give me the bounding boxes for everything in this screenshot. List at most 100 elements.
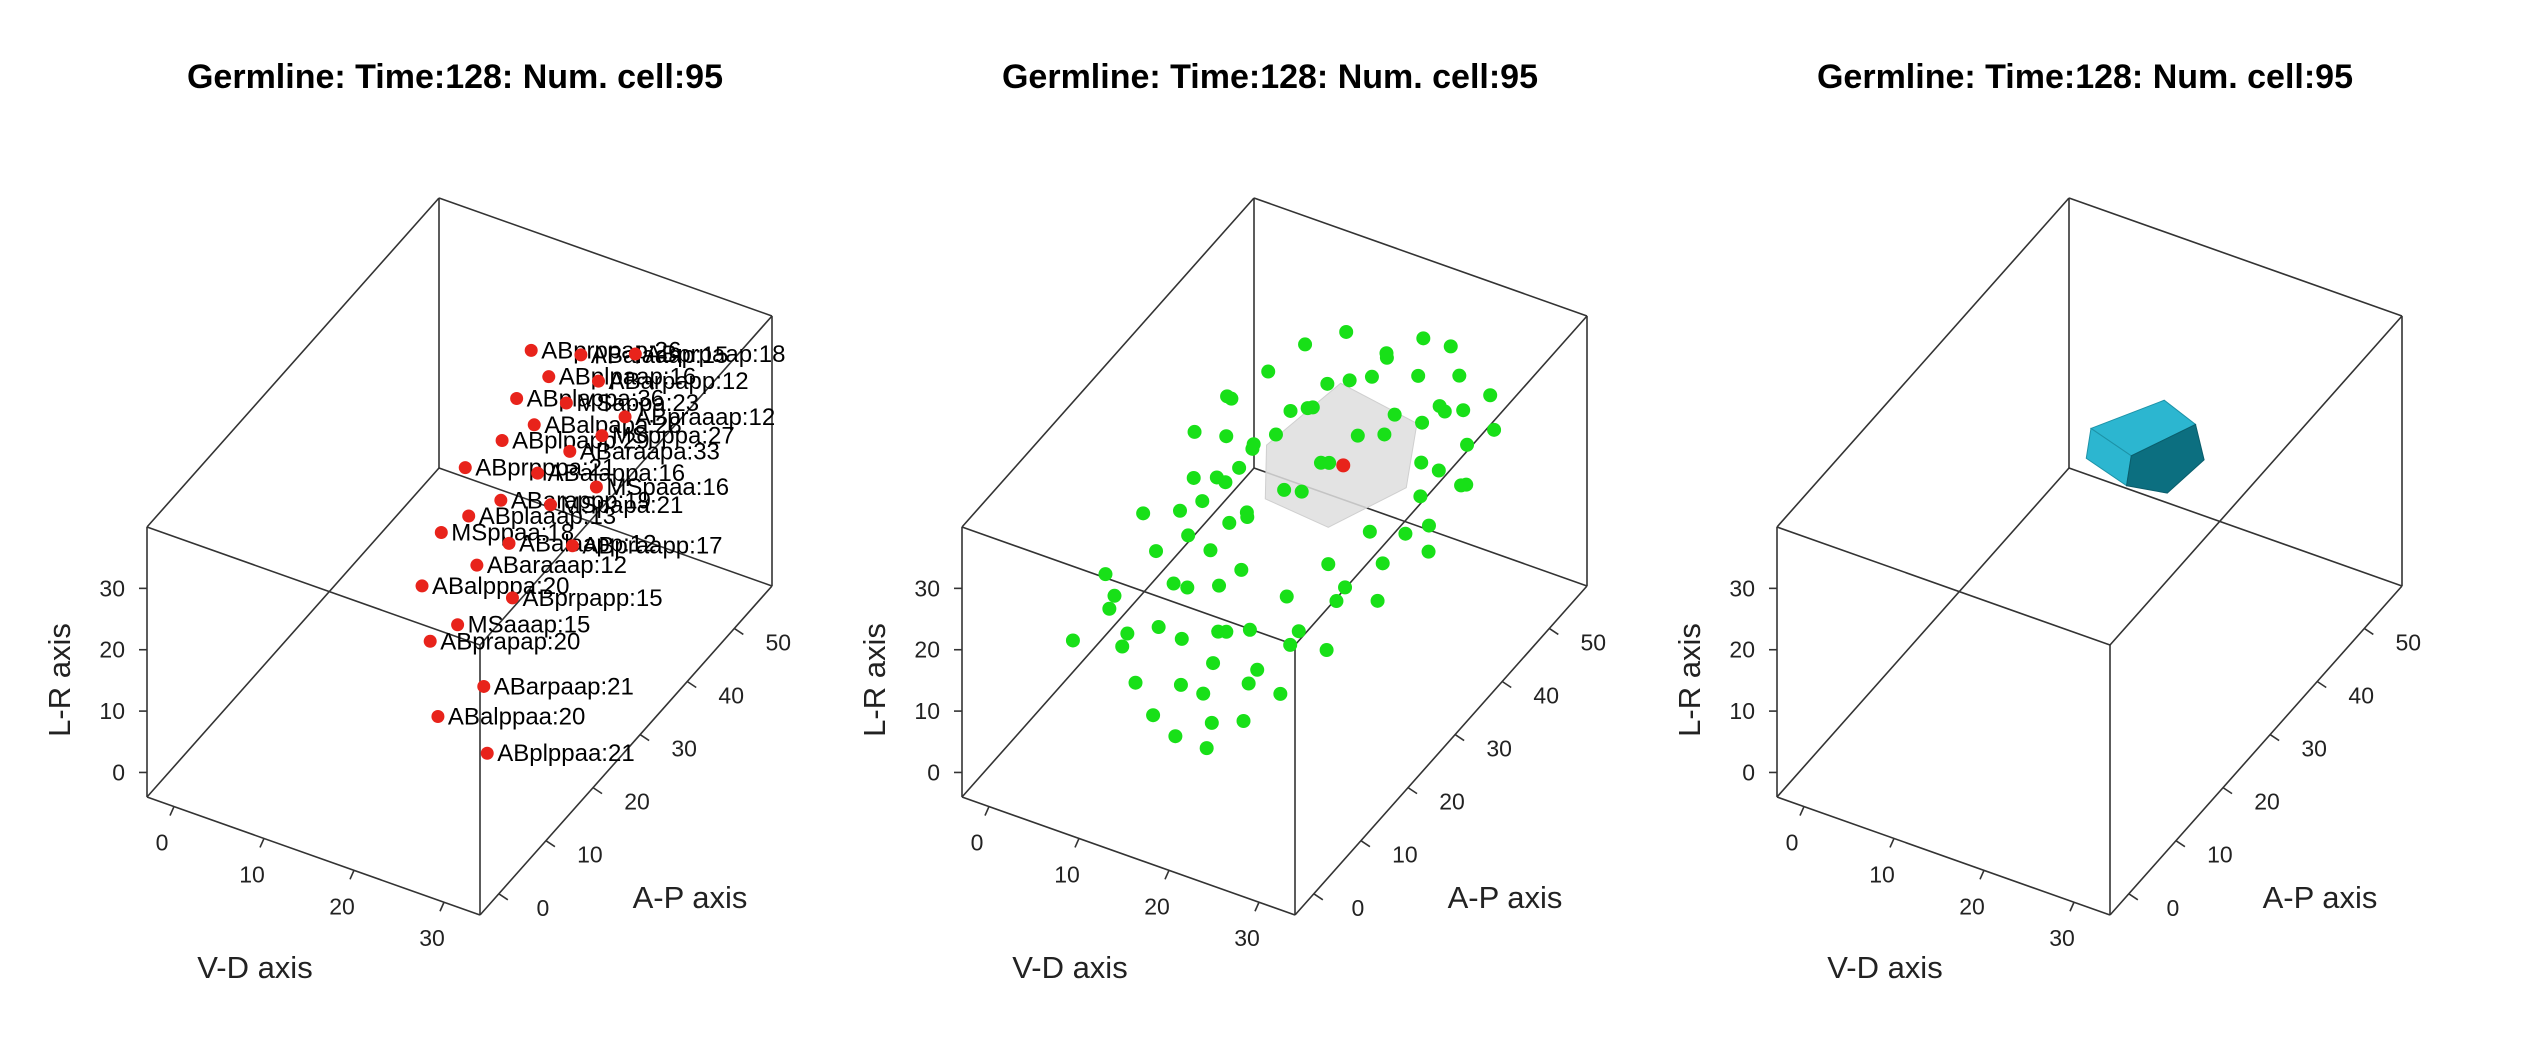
cell-label: MSappa:23: [576, 390, 699, 417]
y-axis-label: A-P axis: [2263, 880, 2378, 915]
cell-point: [574, 348, 588, 362]
panel-cell-shape: Germline: Time:128: Num. cell:95 0 10 20 30…: [1672, 58, 2421, 985]
box-edge: [479, 315, 773, 646]
cell-point: [1151, 620, 1166, 635]
box-edge: [2109, 585, 2403, 916]
z-tick-label: 0: [112, 759, 125, 785]
y-tick-mark: [733, 627, 744, 636]
y-tick-mark: [2175, 840, 2186, 848]
marks-layer: [1065, 324, 1502, 756]
cell-point: [595, 429, 609, 443]
axis-ticks: 0 10 20 30 0 10 20 30 40 50 0 10 20 30: [914, 575, 1606, 951]
x-tick-label: 10: [239, 861, 265, 887]
cell-label: ABplppaa:21: [497, 740, 634, 767]
axis-ticks: 0 10 20 30 0 10 20 30 40 50 0 10 20 30: [99, 575, 791, 951]
cell-point: [1220, 389, 1235, 404]
y-tick-label: 40: [2348, 683, 2374, 709]
y-tick-label: 50: [1581, 629, 1607, 655]
cell-point: [1319, 643, 1334, 658]
x-tick-mark: [1164, 870, 1170, 880]
cell-point: [1149, 544, 1164, 559]
cell-point: [1234, 562, 1249, 577]
cell-point: [1487, 422, 1502, 437]
cell-label: ABarpaap:21: [494, 673, 634, 700]
box-edge: [961, 197, 1255, 528]
cell-point: [1364, 369, 1379, 384]
x-tick-label: 30: [2049, 925, 2075, 951]
x-tick-mark: [1979, 870, 1985, 880]
box-edge: [2068, 467, 2403, 587]
cell-point: [542, 370, 556, 384]
cell-point: [1206, 656, 1221, 671]
cell-label: MSpapa:21: [561, 492, 684, 519]
box-edge: [1776, 796, 2111, 916]
panel-title: Germline: Time:128: Num. cell:95: [187, 58, 723, 96]
cell-point: [1338, 580, 1353, 595]
cell-point: [1321, 557, 1336, 572]
cell-label: ABalpppa:20: [432, 573, 569, 600]
y-tick-label: 50: [2396, 629, 2422, 655]
z-tick-label: 0: [927, 759, 940, 785]
x-tick-label: 30: [1234, 925, 1260, 951]
cell-point: [1339, 324, 1354, 339]
cell-point: [494, 493, 508, 507]
cell-point: [1241, 676, 1256, 691]
cell-point: [1128, 675, 1143, 690]
cell-point: [1387, 407, 1402, 422]
cell-label: ABprpppa:21: [475, 455, 615, 482]
cell-point: [1413, 489, 1428, 504]
cell-point: [1329, 594, 1344, 609]
x-tick-label: 0: [156, 830, 169, 856]
z-tick-label: 10: [914, 698, 940, 724]
cell-point: [1452, 368, 1467, 383]
cell-point: [589, 480, 603, 494]
cell-label: ABarpapp:12: [608, 368, 748, 395]
cell-point: [565, 539, 579, 553]
cell-point: [434, 525, 448, 539]
cell-point: [1322, 455, 1337, 470]
cell-point: [458, 461, 472, 475]
cell-point: [1195, 494, 1210, 509]
cell-point: [1219, 624, 1234, 639]
cell-point: [1196, 686, 1211, 701]
cell-point: [477, 679, 491, 693]
cell-point: [1261, 364, 1276, 379]
box-edge: [1294, 585, 1588, 916]
x-tick-mark: [169, 806, 175, 816]
cell-point: [1432, 399, 1447, 414]
cell-point: [563, 444, 577, 458]
cell-label: ABprppap:26: [541, 337, 681, 364]
cell-point: [1232, 460, 1247, 475]
z-tick-label: 10: [99, 698, 125, 724]
cell-point: [1174, 631, 1189, 646]
z-tick-label: 20: [99, 637, 125, 663]
x-tick-mark: [439, 901, 445, 912]
y-tick-label: 10: [2207, 842, 2233, 868]
y-tick-mark: [686, 680, 697, 689]
cell-point: [502, 536, 516, 550]
cell-point: [1173, 503, 1187, 518]
cell-point: [1460, 437, 1475, 452]
y-tick-label: 30: [2301, 736, 2327, 762]
z-tick-label: 30: [99, 575, 125, 601]
cell-point: [1379, 350, 1394, 365]
bounding-box: [961, 197, 1588, 916]
cell-point: [1239, 505, 1254, 520]
y-tick-label: 0: [2166, 895, 2179, 921]
cell-point: [1362, 524, 1377, 539]
panel-title: Germline: Time:128: Num. cell:95: [1002, 58, 1538, 96]
cell-point: [1181, 528, 1196, 543]
cell-point: [423, 634, 437, 648]
cell-point: [470, 558, 484, 572]
x-tick-mark: [1254, 901, 1260, 912]
cell-point: [1277, 482, 1292, 497]
cell-point: [1173, 677, 1188, 692]
y-tick-mark: [498, 893, 509, 901]
cell-point: [1350, 428, 1365, 443]
cell-point: [1342, 373, 1357, 388]
cell-point: [1414, 455, 1429, 470]
y-tick-label: 30: [1486, 736, 1512, 762]
x-axis-label: V-D axis: [197, 950, 312, 985]
cell-point: [1166, 576, 1181, 591]
cell-point: [544, 498, 558, 512]
